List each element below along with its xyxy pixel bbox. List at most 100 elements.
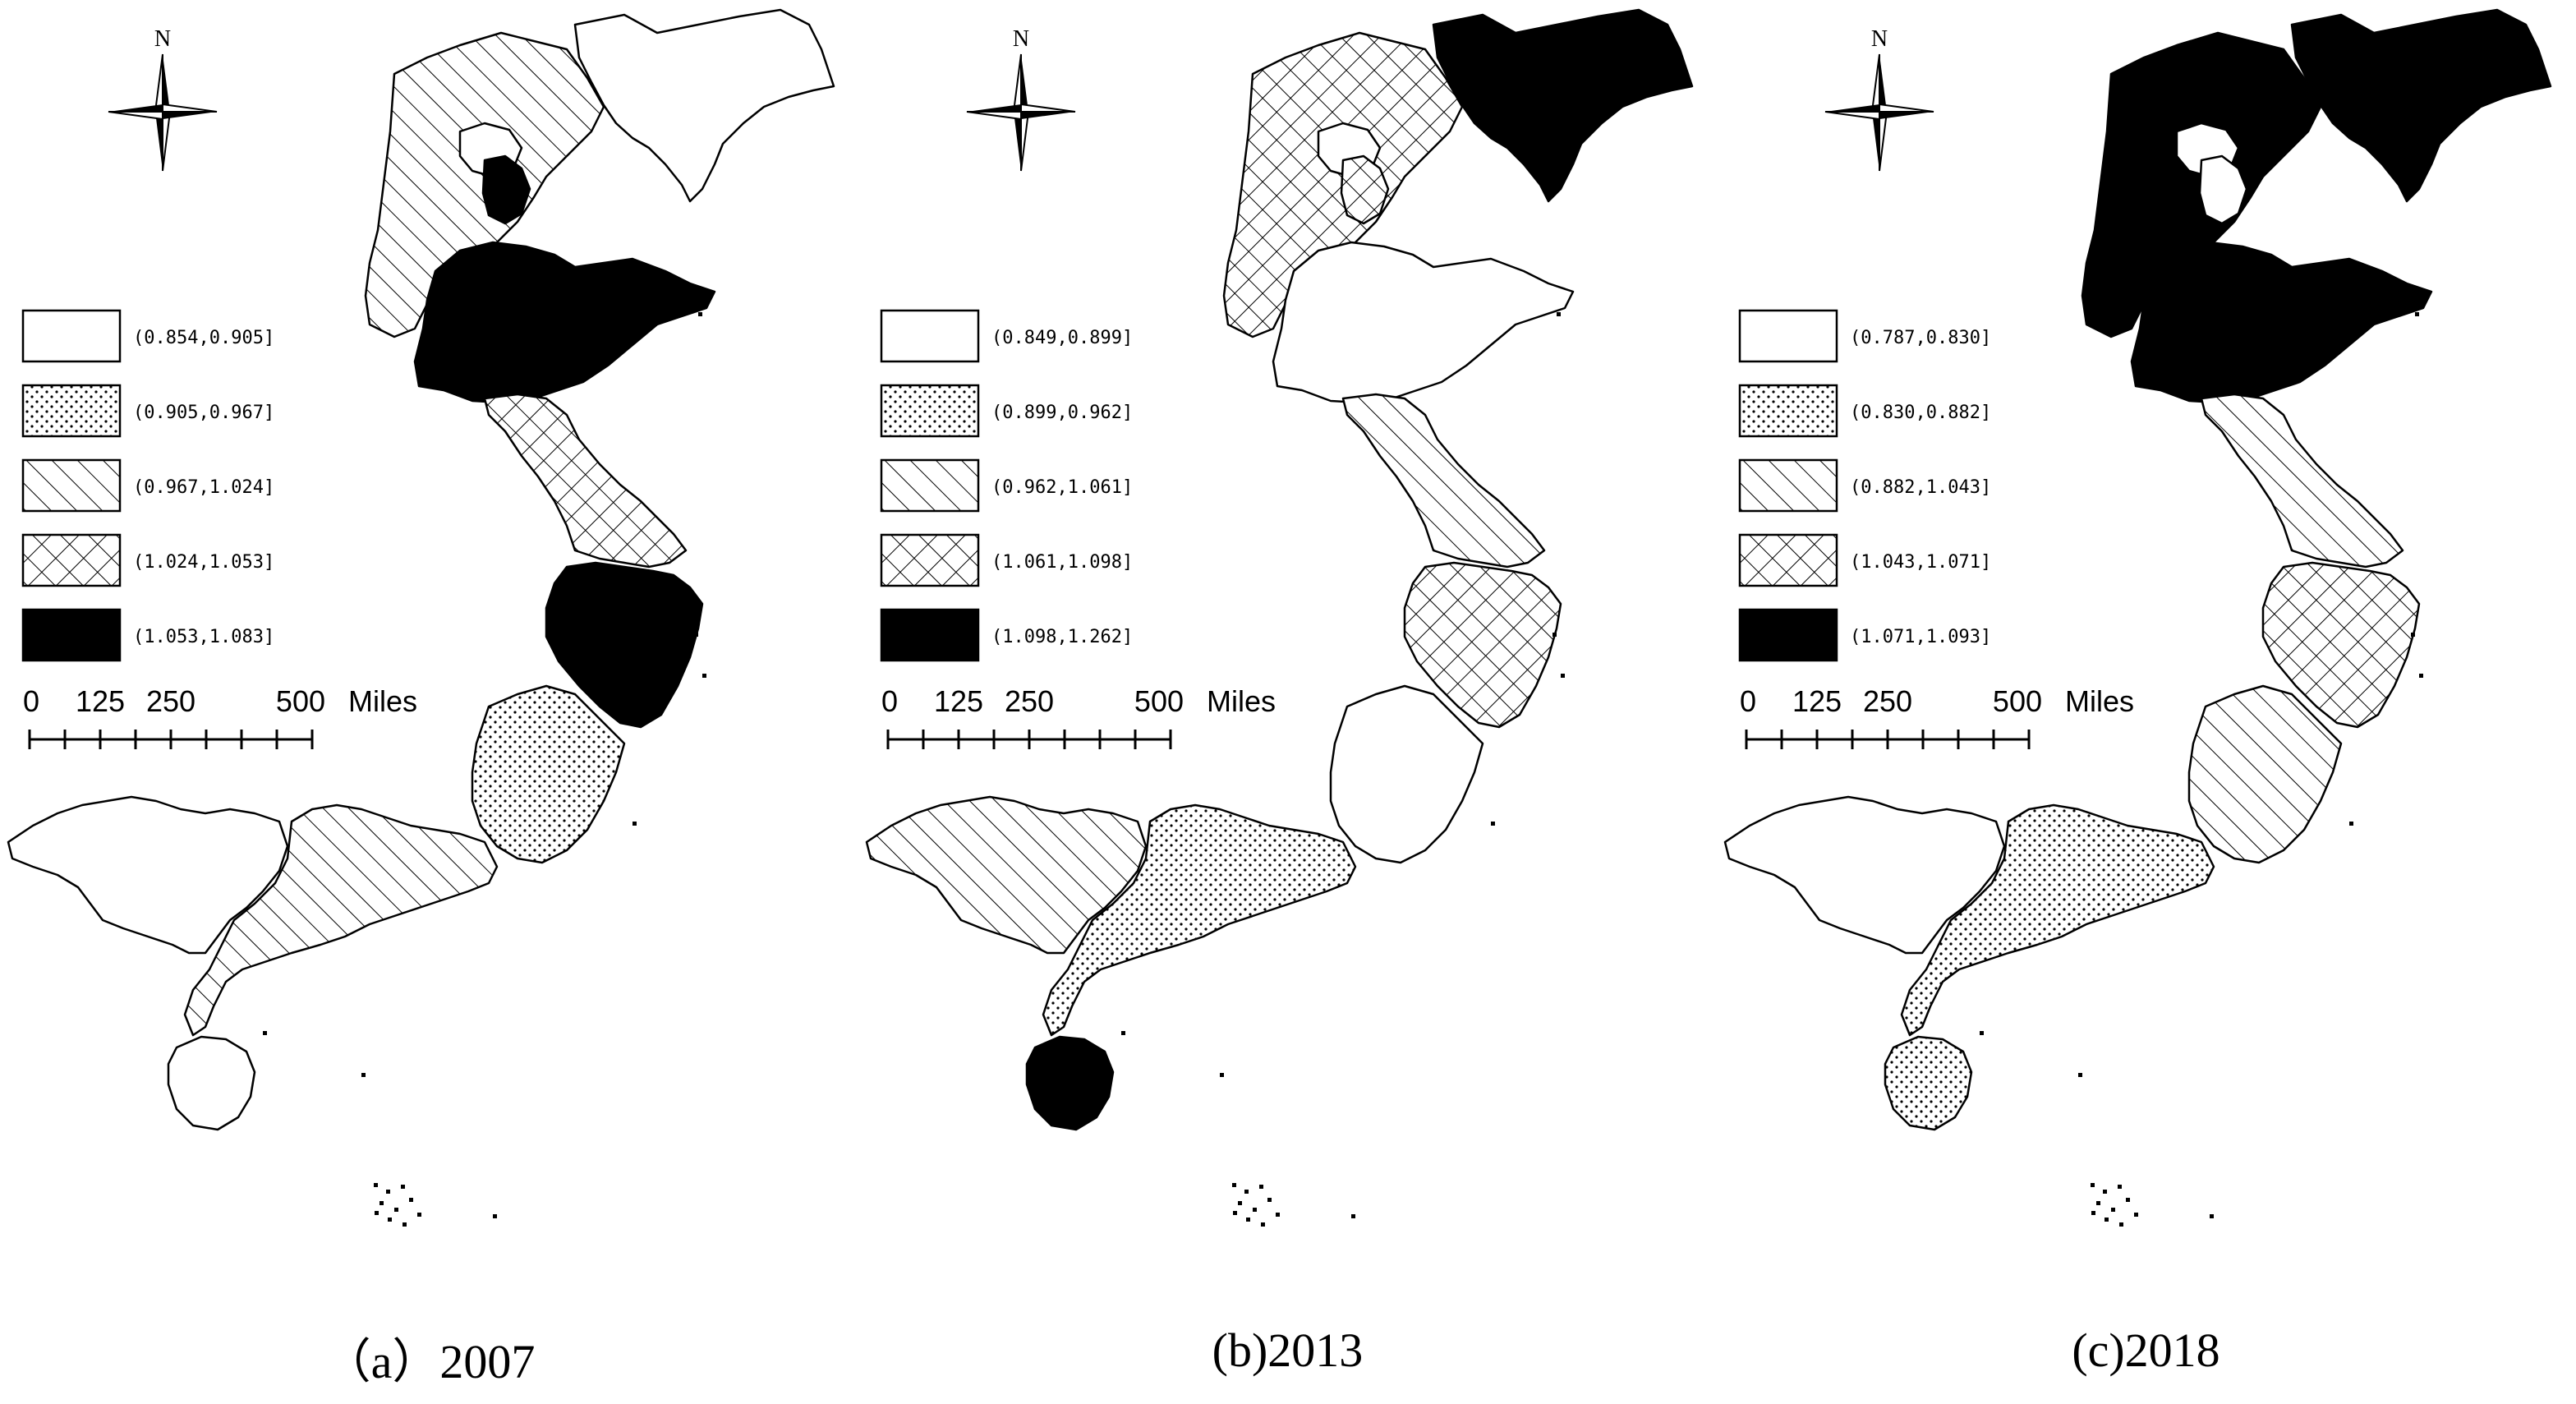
island-dot	[493, 1214, 497, 1218]
province-map	[865, 8, 1694, 1131]
island-dot	[417, 1213, 421, 1217]
scale-tick-label: 0	[23, 684, 39, 718]
island-dot	[401, 1185, 405, 1189]
scale-bar: 0 125 250 500 Miles	[881, 684, 1276, 749]
island-dot	[2091, 1183, 2095, 1187]
scale-tick-label: 500	[1993, 684, 2042, 718]
province-map	[7, 8, 835, 1131]
legend-label: (0.882,1.043]	[1850, 477, 1991, 498]
legend-label: (0.905,0.967]	[133, 403, 274, 423]
legend-swatch	[1738, 384, 1838, 438]
region-zhejiang	[1403, 561, 1562, 729]
scale-unit-label: Miles	[2065, 684, 2134, 718]
region-tianjin	[481, 154, 531, 225]
scale-bar: 0 125 250 500 Miles	[23, 684, 417, 749]
island-dot	[1244, 1190, 1249, 1194]
legend-label: (0.787,0.830]	[1850, 328, 1991, 348]
legend-swatch	[880, 384, 980, 438]
island-dot	[1238, 1201, 1242, 1205]
scale-tick-label: 500	[1134, 684, 1184, 718]
island-dot	[702, 674, 706, 678]
region-jiangsu	[1341, 393, 1546, 569]
island-dot	[380, 1201, 384, 1205]
island-dot	[1220, 1073, 1224, 1077]
legend-label: (1.053,1.083]	[133, 627, 274, 647]
region-guangxi	[1723, 795, 2006, 955]
island-dot	[1561, 674, 1565, 678]
legend-label: (1.098,1.262]	[991, 627, 1133, 647]
island-dot	[1351, 1214, 1355, 1218]
island-dot	[1259, 1185, 1263, 1189]
region-guangdong	[183, 803, 499, 1037]
legend-swatch	[21, 533, 122, 587]
island-dot	[375, 1211, 379, 1215]
island-dot	[2411, 633, 2415, 637]
island-dot	[1121, 1031, 1125, 1035]
legend-swatch	[1738, 309, 1838, 363]
island-dots	[263, 312, 706, 1227]
legend-swatch	[1738, 458, 1838, 513]
legend-swatch	[880, 533, 980, 587]
region-tianjin	[2198, 154, 2248, 225]
island-dot	[2078, 1073, 2082, 1077]
island-dot	[1267, 1198, 1272, 1202]
scale-tick-label: 125	[76, 684, 125, 718]
island-dot	[1980, 1031, 1984, 1035]
scale-tick-label: 250	[146, 684, 196, 718]
island-dot	[2126, 1198, 2130, 1202]
legend-label: (1.061,1.098]	[991, 552, 1133, 573]
region-zhejiang	[545, 561, 704, 729]
island-dot	[402, 1222, 407, 1227]
island-dot	[2104, 1218, 2109, 1222]
legend: (0.854,0.905] (0.905,0.967] (0.967,1.024] (…	[21, 309, 274, 662]
scale-tick-label: 250	[1863, 684, 1912, 718]
island-dot	[394, 1208, 398, 1212]
legend-swatch	[1738, 533, 1838, 587]
north-label: N	[1871, 26, 1888, 52]
region-liaoning	[573, 8, 835, 203]
panel-caption: (b)2013	[1212, 1323, 1364, 1377]
legend-swatch	[880, 608, 980, 662]
scale-tick-label: 125	[1792, 684, 1842, 718]
island-dot	[1246, 1218, 1250, 1222]
island-dot	[1253, 1208, 1257, 1212]
region-guangxi	[7, 795, 289, 955]
region-liaoning	[1432, 8, 1694, 203]
region-hainan	[1884, 1035, 1973, 1131]
region-guangdong	[1042, 803, 1357, 1037]
scale-unit-label: Miles	[348, 684, 417, 718]
legend-swatch	[21, 458, 122, 513]
island-dot	[2096, 1201, 2100, 1205]
legend: (0.849,0.899] (0.899,0.962] (0.962,1.061] (…	[880, 309, 1133, 662]
island-dot	[1557, 312, 1561, 316]
region-shandong	[2130, 241, 2433, 404]
legend-label: (0.962,1.061]	[991, 477, 1133, 498]
island-dot	[2349, 822, 2353, 826]
north-label: N	[154, 26, 171, 52]
panel-caption: （a）2007	[323, 1335, 536, 1388]
legend-swatch	[880, 309, 980, 363]
legend-swatch	[21, 384, 122, 438]
region-tianjin	[1340, 154, 1390, 225]
legend-swatch	[21, 608, 122, 662]
legend-label: (0.830,0.882]	[1850, 403, 1991, 423]
legend-label: (0.899,0.962]	[991, 403, 1133, 423]
region-shandong	[1272, 241, 1575, 404]
island-dot	[1233, 1211, 1237, 1215]
island-dot	[2111, 1208, 2115, 1212]
island-dot	[409, 1198, 413, 1202]
region-guangxi	[865, 795, 1148, 955]
island-dot	[2091, 1211, 2095, 1215]
region-fujian	[2187, 684, 2343, 864]
scale-tick-label: 500	[276, 684, 325, 718]
island-dots	[1980, 312, 2423, 1227]
map-svg: N (0.849,0.899] (0.899,0.962] (0.962,1.061]…	[865, 8, 1694, 1227]
region-guangdong	[1900, 803, 2215, 1037]
map-svg: N (0.787,0.830] (0.830,0.882] (0.882,1.043]…	[1723, 8, 2552, 1227]
legend: (0.787,0.830] (0.830,0.882] (0.882,1.043] (…	[1738, 309, 1991, 662]
region-liaoning	[2290, 8, 2552, 203]
map-panel-b: N (0.849,0.899] (0.899,0.962] (0.962,1.061]…	[858, 0, 1717, 1404]
island-dot	[1276, 1213, 1280, 1217]
legend-swatch	[880, 458, 980, 513]
island-dot	[2210, 1214, 2214, 1218]
